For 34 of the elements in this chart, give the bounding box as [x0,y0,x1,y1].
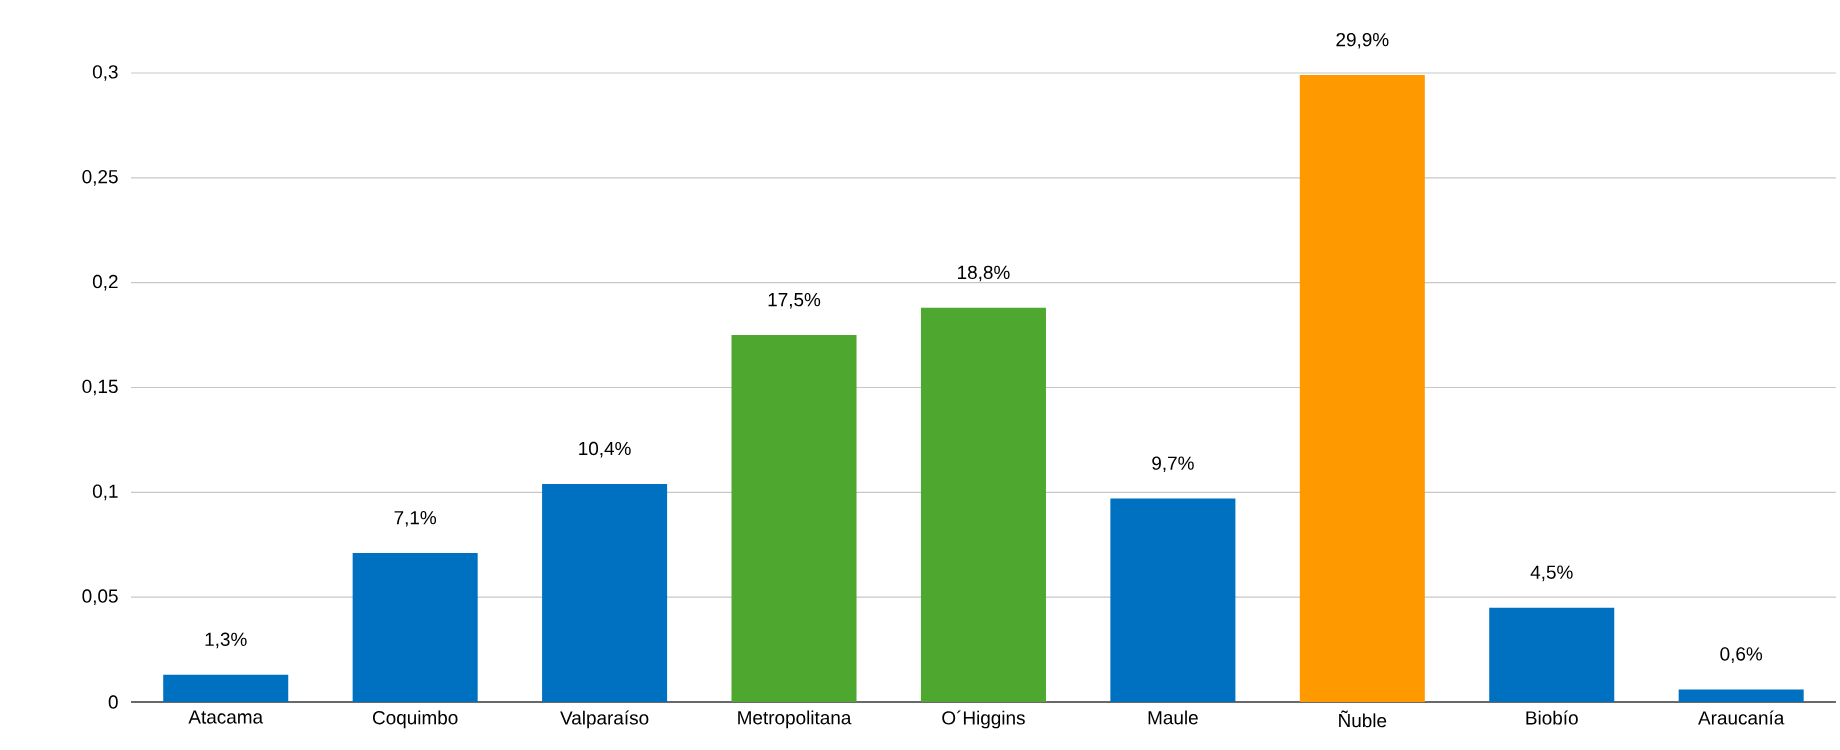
y-tick-label: 0,1 [92,484,118,501]
x-tick-label: Maule [1148,710,1198,725]
data-label: 4,5% [1530,565,1573,582]
x-tick-label: Atacama [188,710,264,724]
data-label: 9,7% [1152,456,1194,473]
y-tick-label: 0,3 [92,65,118,81]
bar [1299,75,1425,702]
bar [163,674,289,702]
bar [1489,607,1615,702]
y-tick-label: 0 [108,695,118,709]
x-tick-label: Araucanía [1698,710,1785,725]
y-tick-label: 0,15 [82,379,118,396]
x-tick-label: O´Higgins [942,710,1025,729]
bar [352,553,478,702]
bar [1678,689,1804,702]
bar [920,307,1046,702]
data-label: 0,6% [1720,647,1763,663]
y-tick-label: 0,25 [82,170,118,186]
x-tick-label: Valparaíso [560,710,649,729]
data-label: 29,9% [1336,32,1389,49]
bar [542,483,668,702]
x-tick-label: Ñuble [1339,710,1387,728]
x-tick-label: Coquimbo [372,710,458,729]
x-tick-label: Metropolitana [738,710,852,729]
data-label: 18,8% [958,265,1010,282]
bar [1110,498,1236,702]
x-tick-label: Biobío [1526,710,1578,725]
data-label: 7,1% [394,511,437,527]
data-label: 17,5% [768,293,821,309]
data-label: 1,3% [205,632,247,649]
y-tick-label: 0,05 [82,589,118,605]
y-tick-label: 0,2 [92,274,118,291]
bar [731,335,857,702]
data-label: 10,4% [579,441,631,458]
